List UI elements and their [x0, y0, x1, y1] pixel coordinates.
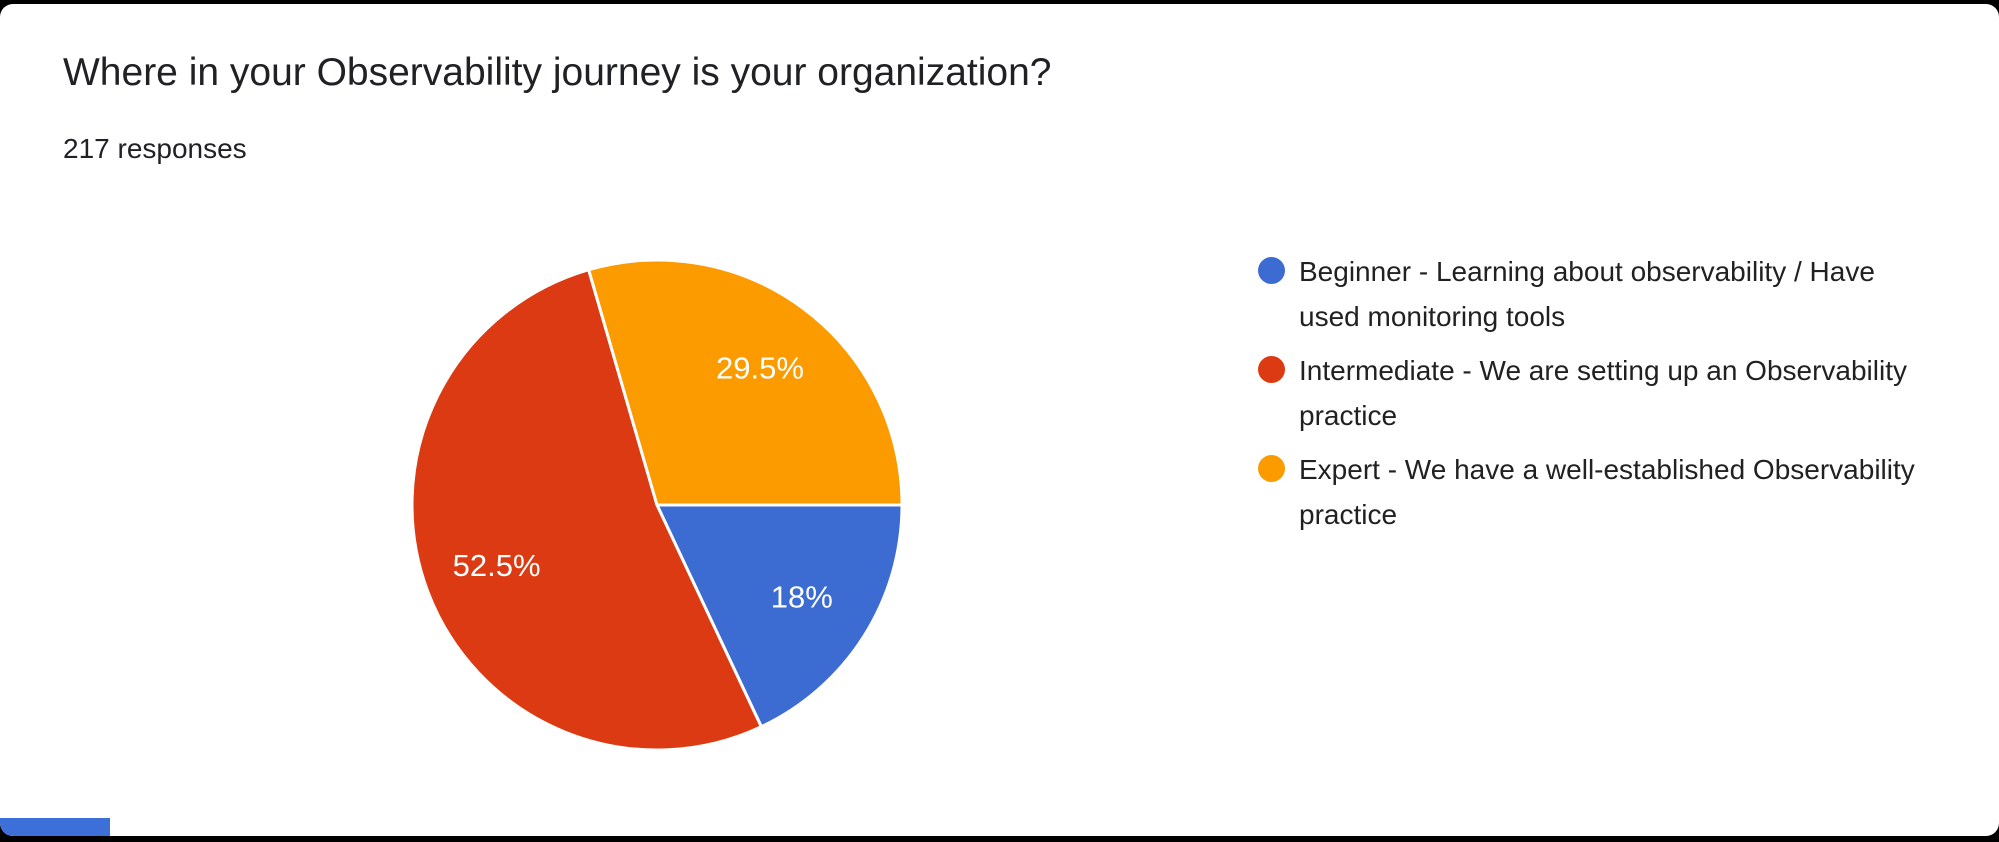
clipped-ui-element-bottom-left[interactable] — [0, 818, 110, 836]
pie-slice-2[interactable] — [410, 268, 763, 752]
legend-swatch-orange-icon — [1258, 455, 1285, 482]
pie-slice-percent-label: 29.5% — [716, 350, 804, 385]
legend-label: Intermediate - We are setting up an Obse… — [1299, 355, 1908, 431]
question-title: Where in your Observability journey is y… — [63, 51, 1052, 94]
form-results-card: Where in your Observability journey is y… — [0, 4, 1999, 836]
legend-label: Expert - We have a well-established Obse… — [1299, 454, 1915, 530]
pie-slice-percent-label: 18% — [771, 579, 833, 614]
pie-slice-3[interactable] — [587, 258, 904, 507]
pie-chart: 18% 52.5% 29.5% — [410, 258, 904, 752]
legend-label: Beginner - Learning about observability … — [1299, 256, 1875, 332]
pie-slice-percent-label: 52.5% — [453, 548, 541, 583]
pie-slice-1[interactable] — [655, 503, 904, 729]
legend-swatch-blue-icon — [1258, 257, 1285, 284]
legend-item-expert: Expert - We have a well-established Obse… — [1258, 447, 1958, 537]
legend-item-beginner: Beginner - Learning about observability … — [1258, 249, 1958, 339]
legend: Beginner - Learning about observability … — [1258, 249, 1958, 546]
response-count: 217 responses — [63, 133, 247, 164]
legend-item-intermediate: Intermediate - We are setting up an Obse… — [1258, 348, 1958, 438]
legend-swatch-red-icon — [1258, 356, 1285, 383]
